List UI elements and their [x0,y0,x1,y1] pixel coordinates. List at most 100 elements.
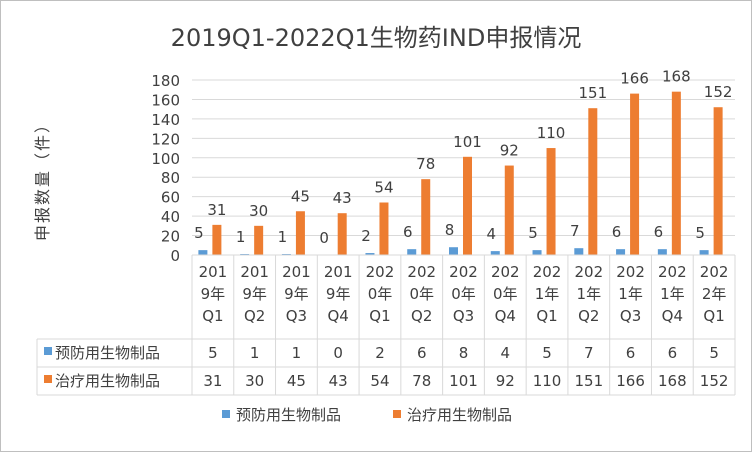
x-tick-label: Q1 [369,307,390,325]
x-tick-label: Q4 [662,307,683,325]
table-cell: 1 [250,344,260,362]
x-tick-label: 202 [658,263,687,281]
y-tick-label: 160 [151,91,180,109]
x-tick-label: Q3 [453,307,474,325]
bar [713,107,723,255]
data-label: 168 [662,68,691,86]
x-tick-label: Q3 [286,307,307,325]
table-cell: 5 [208,344,218,362]
table-cell: 92 [496,372,515,390]
bar [254,225,264,255]
table-cell: 45 [287,372,306,390]
data-label: 1 [236,228,246,246]
x-tick-label: 202 [449,263,478,281]
table-cell: 31 [203,372,222,390]
bar [212,224,222,255]
x-tick-label: 9年 [284,285,309,303]
x-tick-label: 0年 [451,285,476,303]
x-tick-label: 202 [533,263,562,281]
bar [671,91,681,256]
x-tick-label: 2年 [702,285,727,303]
x-tick-label: Q2 [411,307,432,325]
bar [588,108,598,255]
data-label: 1 [278,228,288,246]
data-label: 0 [319,229,329,247]
chart-title: 2019Q1-2022Q1生物药IND申报情况 [171,24,582,52]
data-label: 110 [537,124,566,142]
table-cell: 152 [700,372,729,390]
x-tick-label: 1年 [535,285,560,303]
data-label: 5 [695,224,705,242]
x-tick-label: 0年 [409,285,434,303]
data-label: 78 [416,155,435,173]
y-tick-label: 140 [151,111,180,129]
x-tick-label: 202 [366,263,395,281]
x-tick-label: Q1 [202,307,223,325]
y-tick-label: 100 [151,150,180,168]
table-cell: 8 [459,344,469,362]
x-tick-label: Q1 [536,307,557,325]
x-tick-label: 202 [616,263,645,281]
table-cell: 101 [449,372,478,390]
table-cell: 6 [668,344,678,362]
data-label: 6 [612,223,622,241]
table-cell: 6 [417,344,427,362]
x-tick-label: 201 [282,263,311,281]
x-tick-label: 0年 [493,285,518,303]
table-cell: 168 [658,372,687,390]
data-label: 6 [654,223,664,241]
table-cell: 78 [412,372,431,390]
data-label: 2 [361,227,371,245]
table-cell: 43 [329,372,348,390]
x-tick-label: Q4 [328,307,349,325]
legend: 预防用生物制品 治疗用生物制品 [222,406,512,424]
data-label: 8 [445,221,455,239]
bar [449,247,458,255]
bar [463,156,472,255]
x-tick-label: Q3 [620,307,641,325]
bar [546,148,556,255]
bar [657,249,667,255]
y-tick-label: 60 [161,189,180,207]
data-label: 166 [620,70,649,88]
y-tick-label: 40 [161,208,180,226]
table-legend-key [44,347,52,355]
data-label: 152 [704,83,733,101]
bars [198,91,723,256]
x-tick-label: Q2 [244,307,265,325]
bar [421,179,431,255]
x-tick-label: 1年 [660,285,685,303]
bar [379,202,389,255]
x-tick-label: 1年 [618,285,643,303]
table-cell: 30 [245,372,264,390]
bar [337,213,347,255]
table-cell: 166 [616,372,645,390]
data-label: 101 [453,133,482,151]
table-cell: 6 [626,344,636,362]
x-tick-label: Q1 [703,307,724,325]
table-cell: 54 [370,372,389,390]
x-tick-label: 9年 [201,285,226,303]
x-tick-label: 201 [199,263,228,281]
bar [616,249,626,255]
table-cell: 7 [584,344,594,362]
x-tick-label: 201 [240,263,269,281]
bar [365,253,375,255]
x-tick-label: 0年 [368,285,393,303]
bar [490,251,500,255]
legend-entry: 预防用生物制品 [236,406,341,424]
y-tick-label: 180 [151,72,180,90]
x-tick-label: Q4 [495,307,516,325]
data-label: 92 [500,142,519,160]
bar [532,250,542,255]
table-series-name: 预防用生物制品 [55,344,160,362]
table-cell: 1 [292,344,302,362]
data-label: 54 [374,179,393,197]
bar [574,248,584,255]
data-label: 31 [207,201,226,219]
table-cell: 5 [709,344,719,362]
